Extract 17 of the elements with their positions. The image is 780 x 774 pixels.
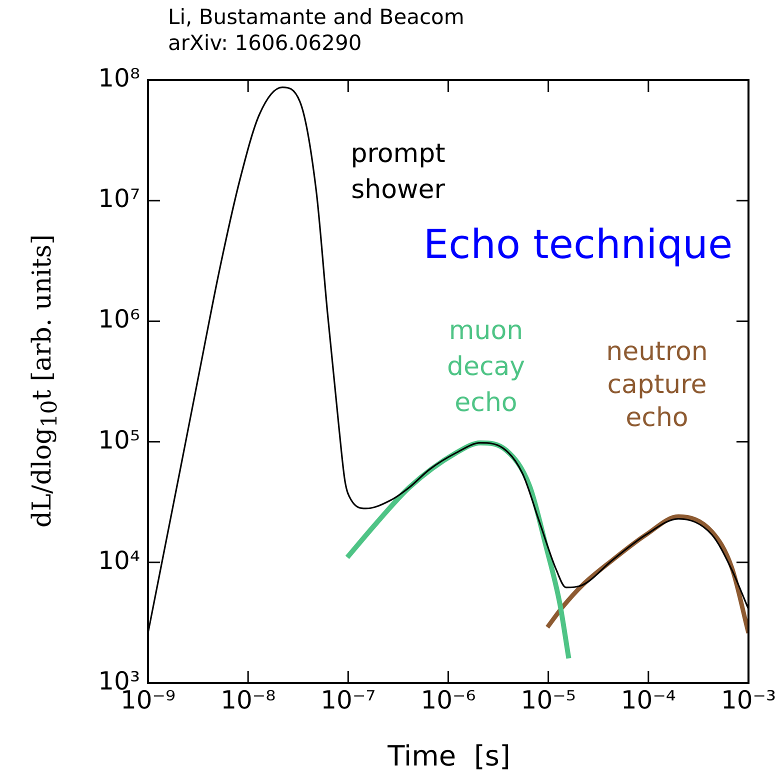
series-label: muon decay echo [446, 316, 526, 418]
x-tick-label: 10⁻⁸ [220, 686, 276, 714]
x-axis-title: Time [s] [388, 740, 510, 772]
x-tick-label: 10⁻⁶ [420, 686, 476, 714]
text: Li, Bustamante and Beacom arXiv: 1606.06290 [168, 4, 464, 56]
y-tick-label: 10⁷ [98, 184, 140, 214]
annotation: Echo technique [423, 222, 733, 268]
y-tick-label: 10⁴ [98, 546, 140, 575]
x-tick-label: 10⁻⁴ [620, 686, 676, 714]
y-tick-label: 10⁸ [98, 64, 140, 92]
y-tick-label: 10⁶ [98, 304, 140, 334]
y-tick-label: 10⁵ [98, 425, 140, 454]
x-tick-label: 10⁻⁷ [320, 686, 376, 714]
series-label: prompt shower [350, 138, 446, 205]
x-tick-label: 10⁻⁵ [520, 686, 576, 714]
text: neutron capture echo [606, 336, 708, 433]
x-tick-label: 10⁻³ [720, 686, 776, 714]
